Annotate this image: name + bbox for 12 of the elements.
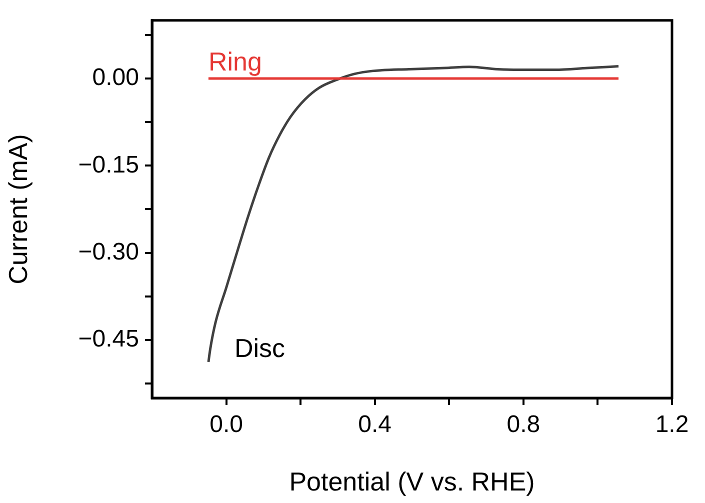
x-axis-title: Potential (V vs. RHE) <box>289 466 535 497</box>
x-tick-label: 0.8 <box>506 411 540 438</box>
y-tick-label: −0.45 <box>78 326 139 353</box>
series-label: Disc <box>234 333 286 364</box>
y-tick-label: 0.00 <box>92 64 139 92</box>
x-tick-label: 1.2 <box>655 411 689 438</box>
x-tick-label: 0.0 <box>210 411 243 438</box>
series-label: Ring <box>208 46 262 77</box>
x-tick-label: 0.4 <box>358 411 392 438</box>
y-tick-label: −0.15 <box>78 151 139 178</box>
y-tick-label: −0.30 <box>78 238 139 266</box>
y-axis-title: Current (mA) <box>2 134 33 284</box>
